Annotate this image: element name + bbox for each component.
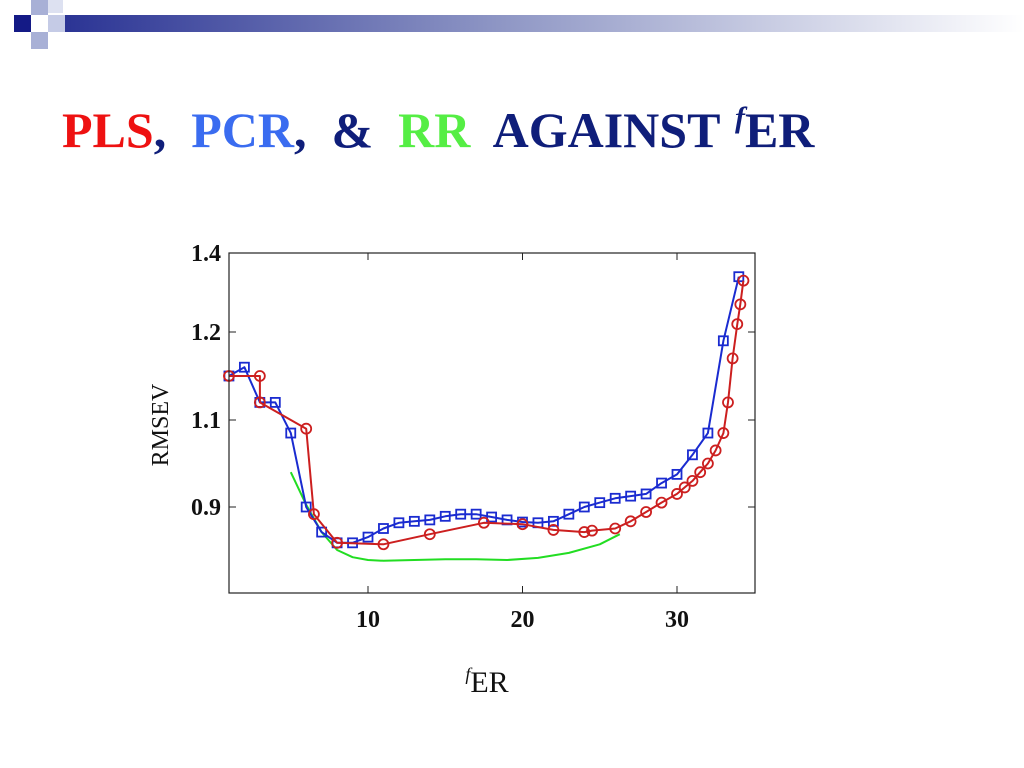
series-point-circle bbox=[722, 396, 734, 409]
series-point-circle bbox=[586, 524, 598, 537]
title-comma: , bbox=[153, 102, 167, 158]
series-point-circle bbox=[678, 481, 691, 494]
series-point-circle bbox=[477, 516, 490, 529]
title-pls: PLS bbox=[62, 102, 154, 158]
x-axis-label: fER bbox=[465, 664, 508, 699]
series-point-square bbox=[594, 497, 606, 509]
series-point-square bbox=[702, 427, 714, 439]
series-point-square bbox=[316, 526, 328, 538]
x-axis-label-superscript: f bbox=[465, 664, 473, 684]
title-ampersand: & bbox=[331, 102, 374, 158]
series-point-square bbox=[671, 468, 683, 480]
series-point-square bbox=[563, 508, 575, 520]
series-point-circle bbox=[331, 536, 344, 549]
title-comma: , bbox=[293, 102, 307, 158]
series-point-square bbox=[625, 490, 637, 502]
decorative-square-dark bbox=[14, 15, 31, 32]
series-point-circle bbox=[731, 318, 744, 331]
series-point-circle bbox=[640, 506, 652, 518]
series-point-circle bbox=[624, 515, 637, 528]
slide-title: PLS, PCR, & RR AGAINST fER bbox=[62, 98, 814, 170]
series-point-circle bbox=[694, 466, 707, 479]
series-line bbox=[289, 471, 621, 562]
series-point-square bbox=[300, 501, 312, 513]
title-er: ER bbox=[744, 102, 815, 158]
series-line bbox=[228, 280, 745, 546]
y-tick-label: 1.2 bbox=[191, 320, 221, 346]
decorative-gradient-line bbox=[60, 15, 1024, 32]
title-rr: RR bbox=[398, 102, 471, 158]
series-point-circle bbox=[734, 298, 747, 311]
decorative-square-light bbox=[48, 0, 63, 13]
series-point-circle bbox=[300, 422, 313, 435]
x-tick-label: 20 bbox=[511, 607, 535, 633]
series-point-square bbox=[578, 501, 590, 513]
series-point-square bbox=[269, 396, 281, 408]
series-point-circle bbox=[609, 522, 622, 535]
series-point-square bbox=[238, 361, 250, 373]
series-point-circle bbox=[655, 496, 668, 509]
series-point-square bbox=[424, 514, 436, 526]
series-point-circle bbox=[253, 396, 266, 409]
y-tick-label: 0.9 bbox=[191, 495, 221, 521]
series-point-circle bbox=[737, 274, 750, 287]
decorative-header-bar bbox=[14, 0, 1024, 49]
series-point-square bbox=[486, 511, 498, 523]
series-point-circle bbox=[702, 457, 714, 470]
series-point-circle bbox=[253, 370, 266, 382]
decorative-square-light bbox=[31, 32, 48, 49]
series-point-square bbox=[362, 531, 374, 543]
series-point-circle bbox=[726, 352, 739, 365]
series-point-circle bbox=[377, 538, 390, 551]
series-point-square bbox=[393, 517, 405, 529]
y-tick-label: 1.1 bbox=[191, 408, 221, 434]
series-point-square bbox=[439, 510, 451, 522]
series-point-circle bbox=[686, 474, 699, 487]
series-point-circle bbox=[717, 427, 730, 439]
x-axis-label-text: ER bbox=[470, 666, 508, 699]
series-point-square bbox=[455, 508, 467, 520]
series-point-circle bbox=[578, 526, 591, 538]
x-tick-label: 10 bbox=[356, 607, 380, 633]
series-point-square bbox=[717, 335, 729, 347]
series-point-circle bbox=[516, 518, 529, 531]
series-point-square bbox=[408, 515, 420, 527]
series-point-circle bbox=[423, 528, 436, 541]
series-point-square bbox=[640, 488, 652, 500]
title-against: AGAINST bbox=[492, 102, 721, 158]
series-point-square bbox=[656, 477, 667, 489]
series-point-square bbox=[285, 427, 297, 439]
series-point-circle bbox=[671, 488, 683, 500]
decorative-square-light bbox=[31, 0, 48, 15]
series-point-square bbox=[687, 449, 698, 461]
series-point-square bbox=[470, 508, 482, 520]
plot-frame bbox=[228, 252, 756, 594]
y-tick-label: 1.4 bbox=[191, 241, 221, 267]
title-pcr: PCR bbox=[191, 102, 294, 158]
series-point-circle bbox=[709, 444, 722, 457]
x-tick-label: 30 bbox=[665, 607, 689, 633]
decorative-square-light bbox=[48, 15, 65, 32]
series-point-square bbox=[378, 523, 389, 534]
title-superscript-f: f bbox=[734, 101, 745, 134]
y-axis-label: RMSEV bbox=[148, 383, 174, 466]
series-point-circle bbox=[308, 508, 320, 521]
series-point-square bbox=[609, 492, 621, 504]
series-point-circle bbox=[547, 524, 560, 536]
